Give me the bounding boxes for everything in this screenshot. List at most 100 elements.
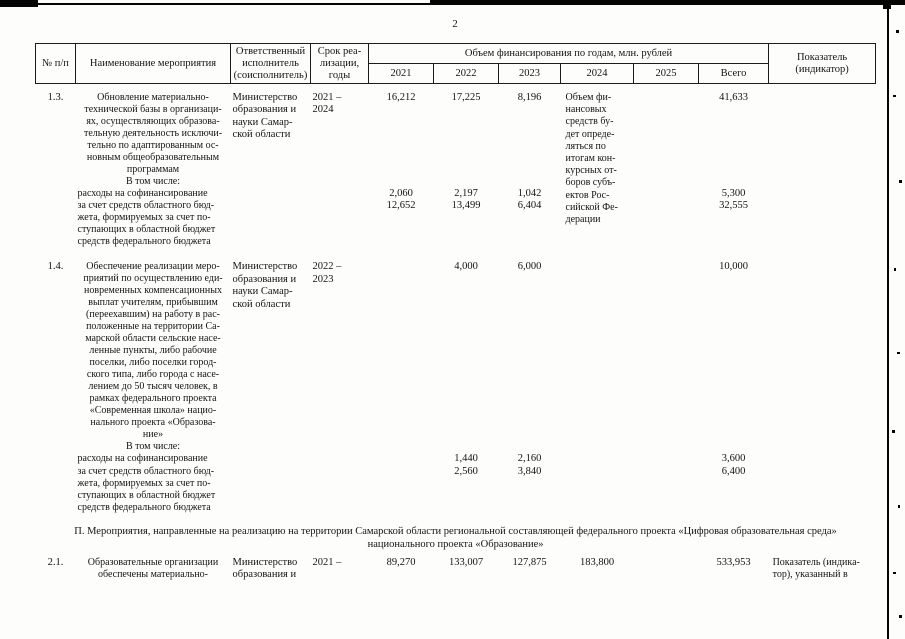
indicator-cell bbox=[769, 92, 876, 176]
empty-cell bbox=[699, 441, 769, 453]
financing-table: № п/п Наименование мероприятия Ответстве… bbox=[35, 42, 877, 582]
value-2023: 127,875 bbox=[512, 556, 547, 568]
empty-cell bbox=[369, 466, 434, 514]
scan-artifact bbox=[898, 505, 900, 508]
empty-cell bbox=[231, 200, 311, 248]
value-total: 32,555 bbox=[719, 200, 748, 212]
period: 2022 – 2023 bbox=[312, 261, 342, 285]
header-indicator: Показатель (индикатор) bbox=[768, 42, 877, 85]
header-year-2023: 2023 bbox=[498, 63, 561, 85]
table-row: 1.4. Обеспечение реализации меро- прияти… bbox=[36, 261, 876, 441]
value-2021 bbox=[369, 261, 434, 441]
header-financing: Объем финансирования по годам, млн. рубл… bbox=[367, 42, 770, 65]
empty-cell bbox=[311, 188, 369, 200]
empty-cell bbox=[769, 466, 876, 514]
empty-cell bbox=[369, 453, 434, 465]
table-header-row: № п/п Наименование мероприятия Ответстве… bbox=[35, 42, 877, 85]
period: 2021 – 2024 bbox=[312, 91, 342, 116]
empty-cell bbox=[634, 200, 699, 248]
table-subrow: за счет средств областного бюд- жета, фо… bbox=[36, 466, 876, 514]
value-2022: 17,225 bbox=[451, 91, 481, 103]
empty-cell bbox=[311, 200, 369, 248]
row-number: 2.1. bbox=[47, 556, 64, 568]
empty-cell bbox=[561, 441, 634, 453]
sub-item-label: за счет средств областного бюд- жета, фо… bbox=[77, 465, 216, 513]
value-2022: 133,007 bbox=[448, 556, 484, 568]
value-total: 533,953 bbox=[716, 556, 751, 568]
table-subrow: В том числе: bbox=[36, 441, 876, 453]
empty-cell bbox=[36, 441, 76, 453]
sub-item-label: расходы на софинансирование bbox=[77, 187, 208, 199]
empty-cell bbox=[634, 466, 699, 514]
header-total: Всего bbox=[697, 63, 770, 85]
scan-artifact bbox=[893, 572, 896, 574]
value-total: 41,633 bbox=[719, 91, 748, 103]
executor: Министерство образования и науки Самар- … bbox=[232, 91, 298, 141]
value-2022: 1,440 bbox=[454, 453, 478, 465]
empty-cell bbox=[231, 188, 311, 200]
empty-cell bbox=[634, 441, 699, 453]
empty-cell bbox=[311, 441, 369, 453]
empty-cell bbox=[634, 557, 699, 582]
empty-cell bbox=[634, 453, 699, 465]
indicator-text: Показатель (индика- тор), указанный в bbox=[772, 556, 860, 580]
empty-cell bbox=[36, 466, 76, 514]
scan-artifact bbox=[0, 3, 905, 5]
table-subrow: расходы на софинансирование 2,060 2,197 … bbox=[36, 188, 876, 200]
empty-cell bbox=[36, 453, 76, 465]
table-subrow: расходы на софинансирование 1,440 2,160 … bbox=[36, 453, 876, 465]
sub-item-label: за счет средств областного бюд- жета, фо… bbox=[77, 200, 216, 248]
value-2021: 89,270 bbox=[386, 556, 416, 568]
row-number: 1.3. bbox=[47, 91, 64, 103]
value-2022: 4,000 bbox=[454, 261, 478, 273]
value-2023: 8,196 bbox=[517, 91, 542, 103]
empty-cell bbox=[769, 441, 876, 453]
value-total: 5,300 bbox=[721, 187, 746, 199]
table-row: 1.3. Обновление материально- технической… bbox=[36, 91, 876, 225]
empty-cell bbox=[769, 200, 876, 248]
sub-item-label: расходы на софинансирование bbox=[77, 453, 208, 465]
value-2022: 2,560 bbox=[454, 465, 478, 477]
table-header-years-row: 2021 2022 2023 2024 2025 Всего bbox=[36, 63, 876, 85]
scan-artifact bbox=[883, 0, 891, 9]
value-2022: 13,499 bbox=[451, 200, 481, 212]
empty-cell bbox=[769, 176, 876, 188]
scan-artifact bbox=[430, 0, 905, 4]
empty-cell bbox=[634, 261, 699, 441]
empty-cell bbox=[634, 176, 699, 188]
scan-artifact bbox=[899, 615, 902, 618]
empty-cell bbox=[499, 176, 561, 188]
empty-cell bbox=[36, 188, 76, 200]
empty-cell bbox=[499, 441, 561, 453]
scan-artifact bbox=[887, 0, 889, 639]
period: 2021 – bbox=[312, 556, 342, 568]
scan-artifact bbox=[893, 95, 896, 97]
empty-cell bbox=[769, 453, 876, 465]
header-num: № п/п bbox=[35, 42, 76, 85]
table-subrow: за счет средств областного бюд- жета, фо… bbox=[36, 200, 876, 248]
value-2023: 2,160 bbox=[517, 453, 542, 465]
empty-cell bbox=[699, 176, 769, 188]
value-total: 6,400 bbox=[721, 465, 746, 477]
executor: Министерство образования и bbox=[232, 556, 298, 581]
empty-cell bbox=[231, 466, 311, 514]
empty-cell bbox=[369, 176, 434, 188]
empty-cell bbox=[311, 466, 369, 514]
header-executor: Ответственный исполнитель (соисполнитель… bbox=[230, 42, 311, 85]
empty-cell bbox=[231, 441, 311, 453]
activity-name: Образовательные организации обеспечены м… bbox=[87, 556, 219, 580]
scan-artifact bbox=[892, 430, 895, 433]
section-row: П. Мероприятия, направленные на реализац… bbox=[36, 523, 876, 557]
empty-cell bbox=[36, 176, 76, 188]
page-number: 2 bbox=[452, 18, 458, 30]
section-heading: П. Мероприятия, направленные на реализац… bbox=[74, 525, 837, 550]
value-2022: 2,197 bbox=[454, 187, 478, 199]
header-year-2022: 2022 bbox=[433, 63, 499, 85]
value-total: 3,600 bbox=[721, 453, 746, 465]
value-total: 10,000 bbox=[719, 261, 748, 273]
indicator-cell bbox=[769, 261, 876, 441]
empty-cell bbox=[769, 188, 876, 200]
value-2021: 12,652 bbox=[386, 200, 416, 212]
scan-artifact bbox=[896, 30, 899, 33]
